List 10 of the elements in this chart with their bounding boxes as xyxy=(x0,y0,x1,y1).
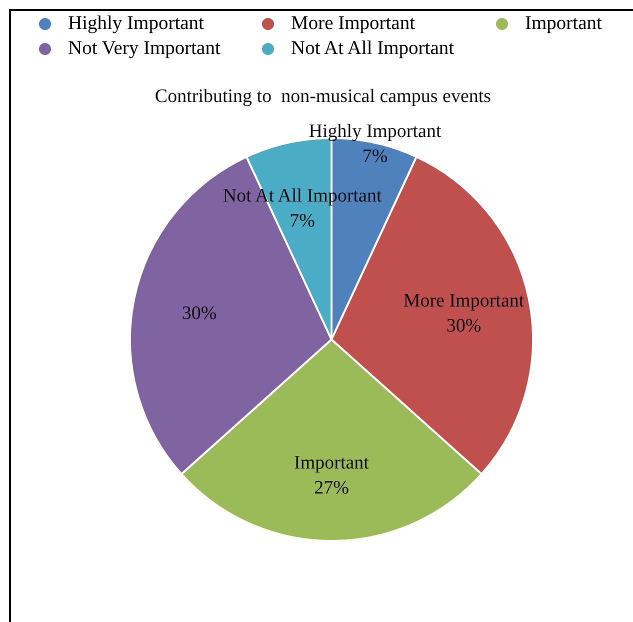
legend-label: Not At All Important xyxy=(291,38,454,60)
legend-label: Not Very Important xyxy=(68,38,220,60)
legend-label: More Important xyxy=(291,12,416,34)
data-label: Highly Important 7% xyxy=(308,120,442,167)
data-label: More Important 30% xyxy=(403,290,525,336)
legend-label: Important xyxy=(525,12,602,34)
legend-label: Highly Important xyxy=(68,12,204,34)
text: Contributing to non-musical campus events xyxy=(154,86,492,108)
data-label: Important 27% xyxy=(294,452,370,499)
data-label: 30% xyxy=(182,302,217,324)
